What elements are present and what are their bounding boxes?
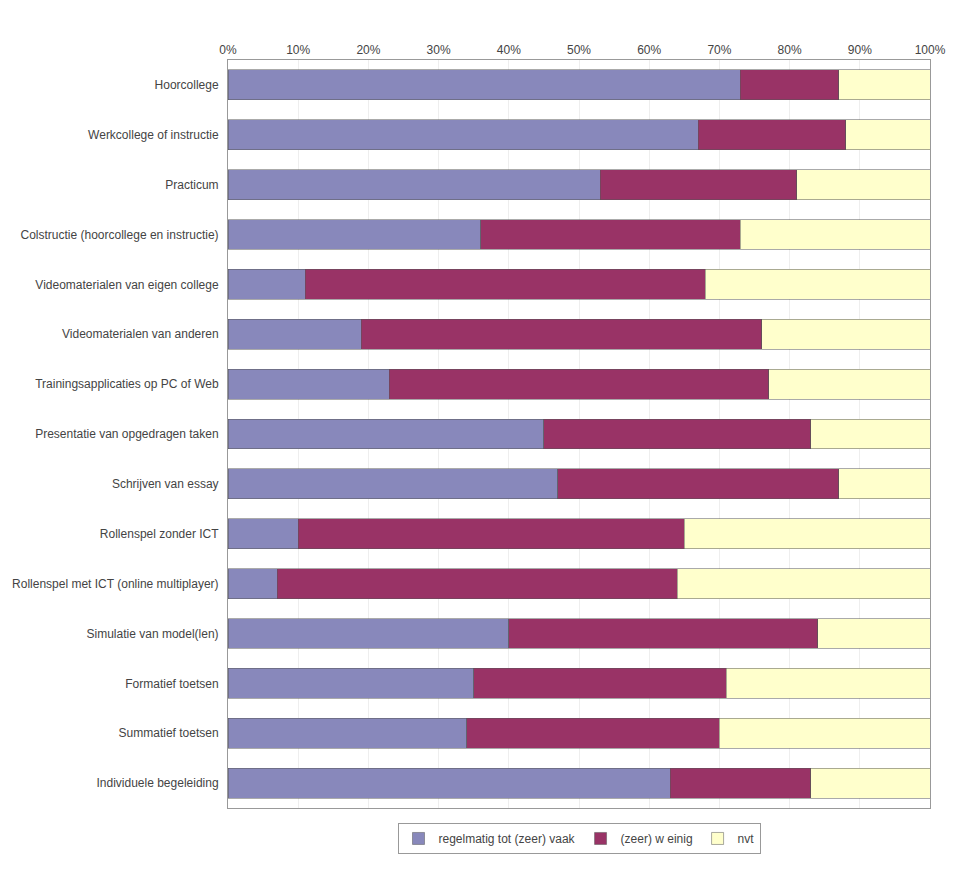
svg-text:80%: 80% [778,43,802,57]
svg-text:100%: 100% [915,43,946,57]
svg-text:Videomaterialen van eigen coll: Videomaterialen van eigen college [35,278,219,292]
svg-text:0%: 0% [219,43,237,57]
svg-text:40%: 40% [497,43,521,57]
svg-text:Presentatie van opgedragen tak: Presentatie van opgedragen taken [35,427,218,441]
svg-text:(zeer) w einig: (zeer) w einig [621,832,693,846]
svg-text:90%: 90% [848,43,872,57]
svg-text:Werkcollege of instructie: Werkcollege of instructie [88,128,219,142]
svg-text:Practicum: Practicum [165,178,218,192]
svg-text:Hoorcollege: Hoorcollege [155,78,219,92]
svg-text:Simulatie van model(len): Simulatie van model(len) [87,627,219,641]
svg-text:Individuele begeleiding: Individuele begeleiding [96,776,218,790]
svg-text:Formatief toetsen: Formatief toetsen [125,677,218,691]
svg-text:Videomaterialen van anderen: Videomaterialen van anderen [62,327,219,341]
svg-text:70%: 70% [707,43,731,57]
svg-text:Summatief toetsen: Summatief toetsen [119,726,219,740]
svg-text:50%: 50% [567,43,591,57]
svg-text:Trainingsapplicaties op PC of: Trainingsapplicaties op PC of Web [35,377,219,391]
svg-text:nvt: nvt [738,832,755,846]
svg-text:20%: 20% [356,43,380,57]
svg-text:60%: 60% [637,43,661,57]
svg-text:Rollenspel zonder ICT: Rollenspel zonder ICT [100,527,219,541]
svg-text:30%: 30% [427,43,451,57]
svg-text:regelmatig tot (zeer) vaak: regelmatig tot (zeer) vaak [439,832,576,846]
svg-text:Rollenspel met ICT (online mul: Rollenspel met ICT (online multiplayer) [12,577,219,591]
svg-text:10%: 10% [286,43,310,57]
svg-text:Colstructie (hoorcollege en in: Colstructie (hoorcollege en instructie) [21,228,219,242]
svg-text:Schrijven van essay: Schrijven van essay [112,477,219,491]
